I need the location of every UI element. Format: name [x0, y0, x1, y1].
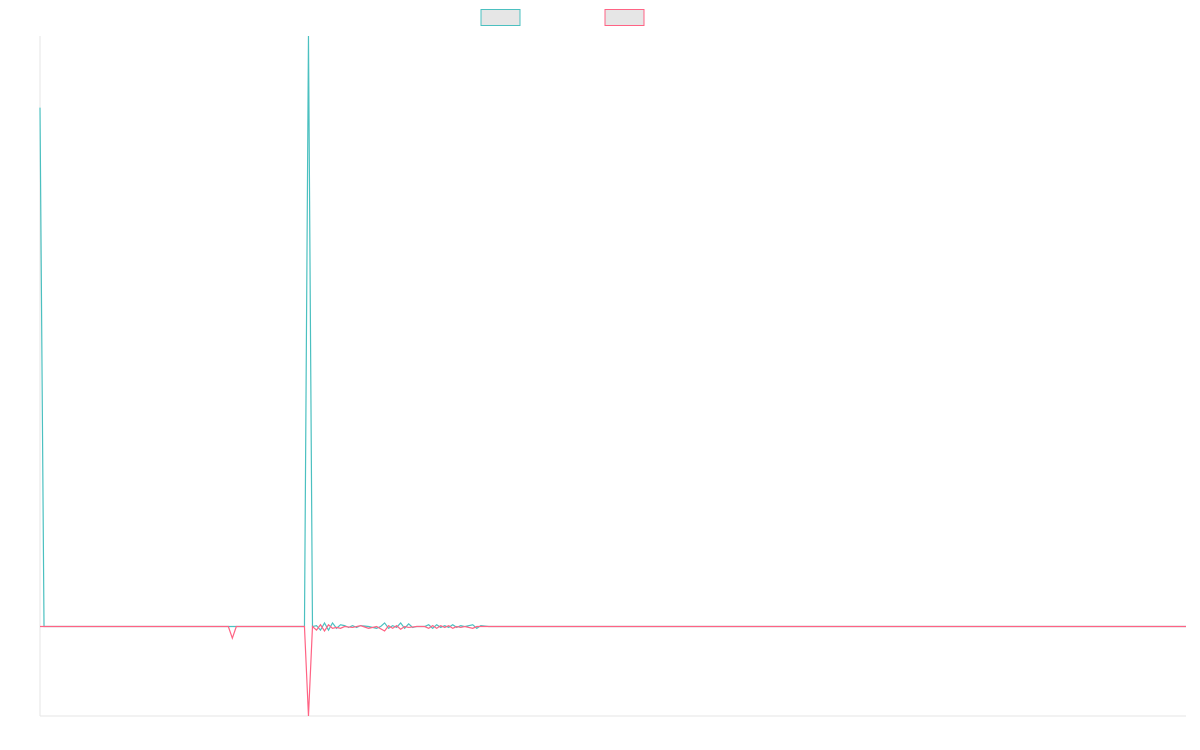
plot-area [39, 35, 1186, 717]
legend-swatch-2 [604, 9, 645, 26]
series-line-1 [39, 35, 1186, 632]
series-line-2 [40, 623, 1186, 717]
legend-swatch-1 [480, 9, 521, 26]
legend-item-1[interactable] [480, 9, 521, 26]
legend-item-2[interactable] [604, 9, 645, 26]
axes [39, 36, 1186, 717]
legend [480, 9, 645, 26]
